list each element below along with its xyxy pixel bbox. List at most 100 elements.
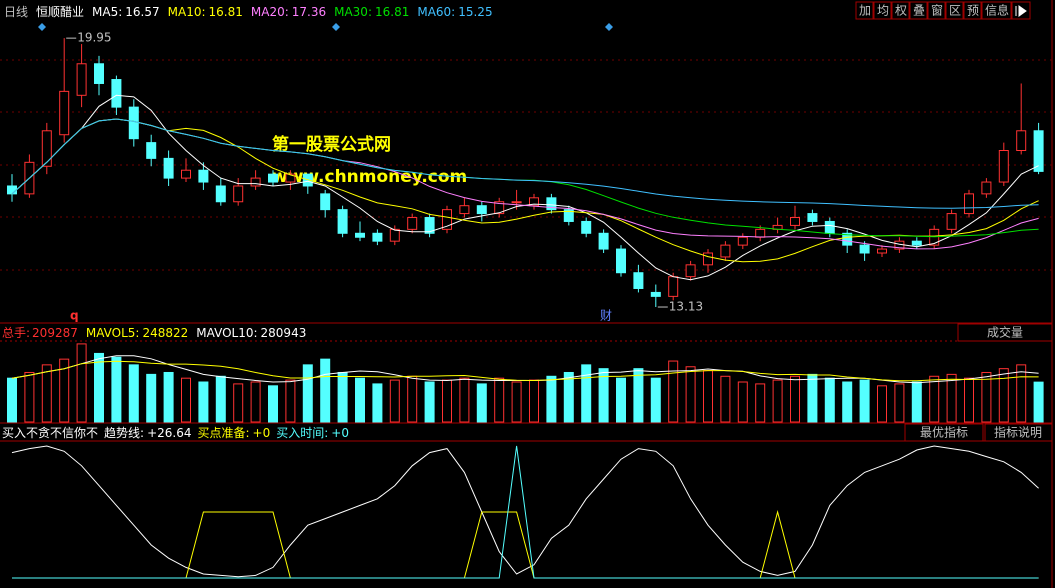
candle-body xyxy=(616,248,626,274)
volume-bar xyxy=(41,364,52,423)
toolbar-button[interactable] xyxy=(981,1,1012,20)
mavol5-label: MAVOL5: xyxy=(86,326,140,340)
candle-body xyxy=(268,173,278,183)
volume-bar xyxy=(94,352,104,423)
volume-bar xyxy=(964,377,974,423)
volume-bar xyxy=(529,379,539,423)
candle-body xyxy=(563,209,574,222)
candle-body xyxy=(964,193,974,215)
candle-body xyxy=(111,79,122,108)
ma-label: MA20: xyxy=(251,5,289,19)
ma-value: 16.81 xyxy=(375,5,409,19)
volume-bar xyxy=(476,383,487,423)
volume-bar xyxy=(894,383,905,423)
best-indicator-button[interactable]: 最优指标 xyxy=(920,425,968,440)
candle-body xyxy=(755,228,766,238)
candle-body xyxy=(633,272,644,289)
button[interactable] xyxy=(984,423,1053,442)
volume-indicator-name[interactable]: 成交量 xyxy=(987,325,1023,340)
grid xyxy=(0,59,1052,271)
volume-bar xyxy=(146,373,157,423)
event-marker xyxy=(332,23,340,31)
volume-bar xyxy=(650,377,661,423)
volume-bar xyxy=(494,377,505,423)
candle-body xyxy=(824,220,835,234)
button[interactable] xyxy=(904,423,984,442)
candle-body xyxy=(494,201,505,215)
toolbar-label[interactable]: 均 xyxy=(877,4,889,18)
volume-bar xyxy=(685,366,696,423)
toolbar-button[interactable] xyxy=(927,1,946,20)
trend-line xyxy=(11,445,1039,578)
event-markers xyxy=(38,23,613,31)
volume-bar xyxy=(233,383,244,423)
candle-body xyxy=(476,205,487,215)
candle-body xyxy=(650,291,661,297)
time-value: +0 xyxy=(331,426,349,440)
volume-bar xyxy=(981,371,992,423)
volume-bar xyxy=(1033,381,1044,423)
candle-body xyxy=(337,209,348,234)
toolbar-label[interactable]: 叠 xyxy=(913,4,925,18)
toolbar-label[interactable]: 预 xyxy=(967,4,979,18)
candle-body xyxy=(842,232,853,246)
volume-label: 总手: xyxy=(2,326,30,340)
ma-value: 16.57 xyxy=(125,5,159,19)
toolbar-label[interactable]: 信息 xyxy=(985,3,1009,18)
volume-bar xyxy=(355,377,365,423)
toolbar-button[interactable] xyxy=(963,1,982,20)
volume-bar xyxy=(76,343,87,423)
toolbar: 加均权叠窗区预信息 xyxy=(855,1,1031,20)
toolbar-button[interactable] xyxy=(855,1,874,20)
volume-bar xyxy=(511,381,522,423)
toolbar-button[interactable] xyxy=(891,1,910,20)
indicator-header: 买入不贪不信你不 趋势线: +26.64 买点准备: +0 买入时间: +0 xyxy=(2,425,349,440)
volume-bar xyxy=(1016,364,1027,423)
candle-body xyxy=(737,236,748,246)
volume-bar xyxy=(755,383,766,423)
mavol10-value: 280943 xyxy=(261,326,307,340)
volume-bar xyxy=(442,379,452,423)
volume-header: 总手: 209287 MAVOL5: 248822 MAVOL10: 280943 xyxy=(2,326,306,340)
high-label: 19.95 xyxy=(77,31,111,45)
candle-body xyxy=(598,232,609,250)
volume-bar xyxy=(929,375,940,423)
toolbar-button[interactable] xyxy=(873,1,892,20)
volume-bar xyxy=(563,371,574,423)
event-marker xyxy=(38,23,46,31)
toolbar-label[interactable]: 权 xyxy=(895,4,907,18)
toolbar-label[interactable]: 加 xyxy=(859,4,871,18)
indicator-name: 买入不贪不信你不 xyxy=(2,425,98,440)
volume-bar xyxy=(598,368,609,423)
volume-bar xyxy=(842,381,853,423)
toolbar-button[interactable] xyxy=(945,1,964,20)
volume-bar xyxy=(807,373,818,423)
volume-bar xyxy=(372,383,383,423)
ma-label: MA5: xyxy=(92,5,122,19)
volume-bar xyxy=(128,364,139,423)
candle-body xyxy=(1016,130,1027,151)
volume-bar xyxy=(824,377,835,423)
volume-bar xyxy=(250,381,261,423)
indicator-box[interactable] xyxy=(957,323,1053,342)
ma-label: MA10: xyxy=(168,5,206,19)
ma-line xyxy=(11,118,1039,263)
header: 日线 恒顺醋业 MA5: 16.57 MA10: 16.81 MA20: 17.36 MA30:… xyxy=(4,4,493,19)
volume-bar xyxy=(790,375,800,423)
volume-bar xyxy=(998,368,1009,423)
toolbar-icon[interactable] xyxy=(1015,5,1027,17)
marker-q: q xyxy=(70,309,79,323)
candle-body xyxy=(215,185,226,203)
volume-bar xyxy=(24,371,35,423)
toolbar-label[interactable]: 区 xyxy=(949,4,961,18)
volume-bar xyxy=(302,364,313,423)
candle-body xyxy=(720,244,731,258)
toolbar-button[interactable] xyxy=(909,1,928,20)
volume-bar xyxy=(163,371,174,423)
toolbar-label[interactable]: 窗 xyxy=(931,4,943,18)
candle-body xyxy=(389,228,400,242)
indicator-help-button[interactable]: 指标说明 xyxy=(994,425,1042,440)
watermark-url: www.chnmoney.com xyxy=(272,167,467,187)
volume-bar xyxy=(946,373,957,423)
volume-bar xyxy=(198,381,209,423)
